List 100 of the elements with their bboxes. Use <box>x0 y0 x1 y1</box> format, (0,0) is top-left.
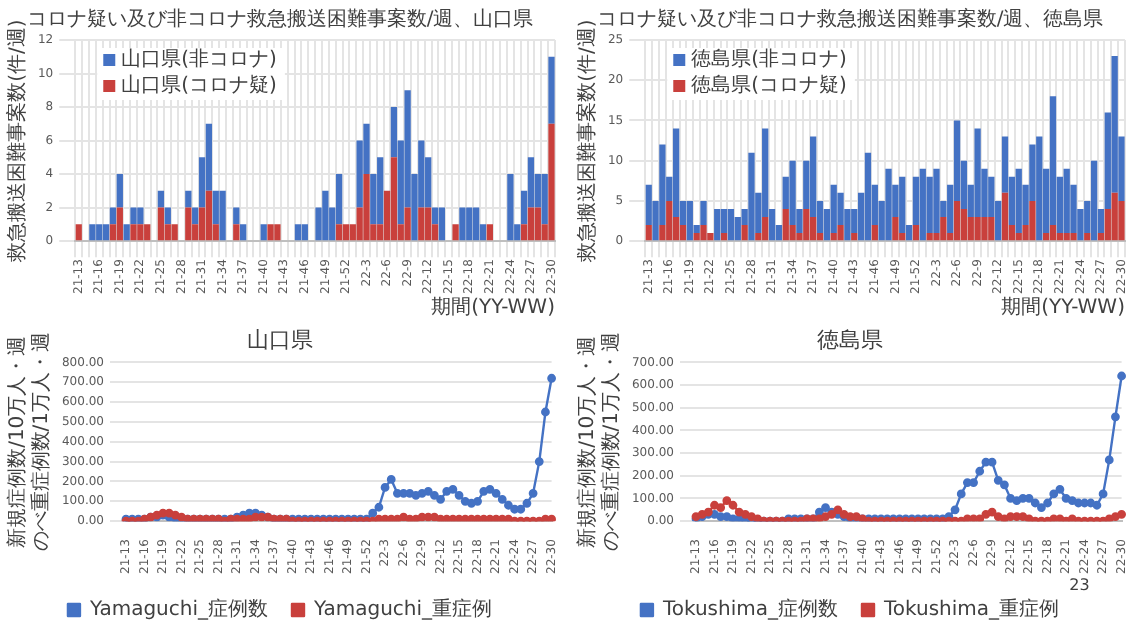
bar <box>157 190 165 208</box>
bar <box>322 190 329 241</box>
bar <box>967 217 974 241</box>
bar <box>109 207 117 225</box>
bar <box>185 207 192 241</box>
bar <box>1015 168 1022 234</box>
bar <box>294 224 302 241</box>
bar <box>1111 192 1118 241</box>
legend-label: Tokushima_症例数 <box>660 597 839 622</box>
bar <box>1063 233 1070 241</box>
legend-label: 山口県(コロナ疑) <box>121 73 278 98</box>
bar <box>116 174 123 208</box>
bar <box>741 225 748 241</box>
bar <box>459 207 466 241</box>
bar <box>953 200 961 241</box>
bar <box>789 160 796 226</box>
bar <box>157 207 165 241</box>
legend-label: 山口県(非コロナ) <box>121 47 278 72</box>
bar <box>164 207 171 225</box>
bar <box>892 217 899 241</box>
bar <box>871 225 878 241</box>
bar <box>1049 225 1057 241</box>
bar <box>486 224 493 241</box>
bar <box>548 123 555 241</box>
bar <box>240 224 247 241</box>
bar <box>1090 160 1098 241</box>
legend-label: Tokushima_重症例 <box>882 597 1060 622</box>
bar <box>171 224 178 241</box>
bar <box>707 233 714 241</box>
bar <box>679 225 687 241</box>
x-axis-title: 期間(YY-WW) <box>1001 295 1126 320</box>
bar <box>507 174 514 241</box>
bar <box>1015 233 1022 241</box>
bar <box>192 207 199 225</box>
bar <box>734 217 741 241</box>
bar <box>377 157 384 225</box>
bar <box>452 224 459 241</box>
bar <box>144 224 151 241</box>
text: 23 <box>1069 576 1090 595</box>
bar <box>404 207 411 241</box>
bar <box>548 56 555 124</box>
bar <box>1070 233 1077 241</box>
bar <box>940 217 947 241</box>
bar <box>720 233 728 241</box>
bar <box>205 190 213 241</box>
bar <box>1118 200 1125 241</box>
bar <box>919 168 926 241</box>
bar <box>425 207 432 241</box>
bar <box>390 157 398 241</box>
bar <box>727 208 735 241</box>
bar <box>219 190 226 241</box>
bar <box>301 224 308 241</box>
y-axis-title: 救急搬送困難事案数(件/週) <box>575 19 600 264</box>
bar <box>1084 233 1091 241</box>
bar <box>864 152 872 241</box>
chart-title: 山口県 <box>247 326 313 353</box>
bar <box>830 184 837 234</box>
legend-label: 徳島県(非コロナ) <box>691 47 848 72</box>
bar <box>762 217 769 241</box>
legend-label: Yamaguchi_症例数 <box>87 597 269 622</box>
bar <box>830 233 837 241</box>
bar <box>720 208 728 234</box>
bar <box>89 224 96 241</box>
bar <box>75 224 82 241</box>
bar <box>185 190 192 208</box>
bar <box>1049 96 1057 226</box>
bar <box>693 233 700 241</box>
bar <box>233 224 240 241</box>
bar <box>527 207 535 241</box>
bar <box>1063 168 1070 234</box>
y-axis-title: 新規症例数/10万人・週のべ重症例数/1万人・週 <box>5 332 54 552</box>
bar <box>274 224 281 241</box>
bar <box>342 224 350 241</box>
bar <box>1036 136 1043 241</box>
bar <box>472 207 480 241</box>
bar <box>974 128 981 217</box>
bar <box>748 152 755 241</box>
bar <box>899 176 906 234</box>
bar <box>438 207 446 241</box>
bar <box>137 207 144 225</box>
bar <box>803 208 810 241</box>
bar <box>926 233 933 241</box>
bar <box>837 225 844 241</box>
bar <box>1029 200 1036 241</box>
bar <box>466 207 473 241</box>
chart-title: コロナ疑い及び非コロナ救急搬送困難事案数/週、徳島県 <box>596 7 1104 32</box>
bar <box>926 176 933 234</box>
bar <box>130 207 137 225</box>
y-axis-title: 救急搬送困難事案数(件/週) <box>5 19 30 264</box>
bar <box>130 224 137 241</box>
bar <box>267 224 274 241</box>
bar <box>666 200 673 241</box>
bar <box>116 207 123 241</box>
bar <box>810 217 817 241</box>
bar <box>974 217 981 241</box>
bar <box>1042 233 1050 241</box>
bar <box>933 168 940 234</box>
y-axis-title: 新規症例数/10万人・週のべ重症例数/1万人・週 <box>575 332 624 552</box>
bar <box>714 208 721 241</box>
bar <box>233 207 240 225</box>
